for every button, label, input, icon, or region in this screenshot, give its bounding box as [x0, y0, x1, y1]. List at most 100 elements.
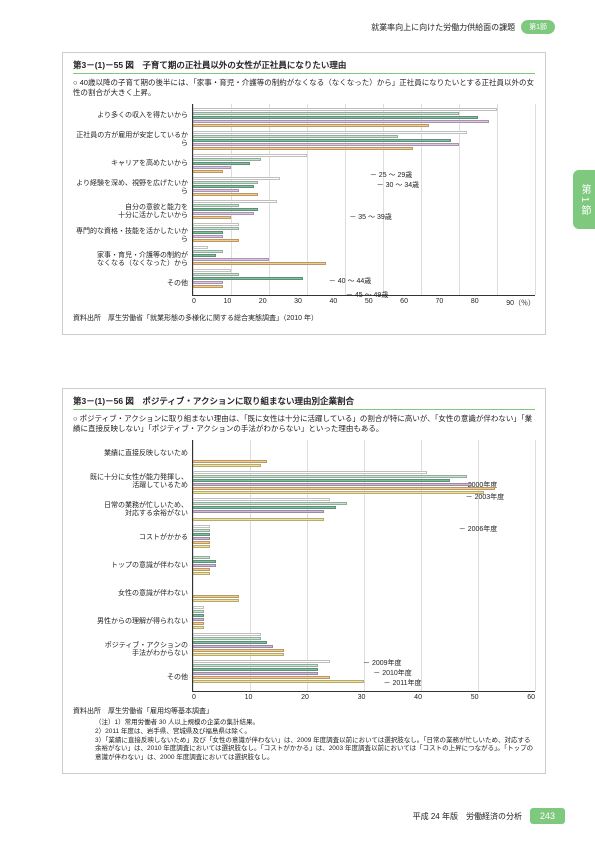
figure-56-source: 資料出所 厚生労働省「雇用均等基本調査」	[73, 707, 535, 717]
category-label: キャリアを高めたいから	[73, 152, 188, 176]
bar-group	[193, 200, 535, 219]
bar	[193, 568, 210, 571]
bar	[193, 170, 223, 173]
bar	[193, 525, 210, 528]
bar-group	[193, 633, 535, 656]
bar	[193, 235, 223, 238]
header-section-tab: 第1節	[521, 20, 555, 34]
figure-56-notes: （注）1）常用労働者 30 人以上規模の企業の集計結果。2）2011 年度は、岩…	[73, 719, 535, 763]
bar-group	[193, 131, 535, 150]
bar	[193, 239, 239, 242]
figure-56-panel: 第3－(1)－56 図 ポジティブ・アクションに取り組まない理由別企業割合 ポジ…	[62, 388, 546, 774]
category-label: より経験を深め、視野を広げたいから	[73, 176, 188, 200]
bar	[193, 491, 484, 494]
bar	[193, 672, 318, 675]
category-label: コストがかかる	[73, 524, 188, 552]
xaxis-tick: 40	[414, 694, 422, 701]
bar	[193, 537, 210, 540]
bar	[193, 595, 239, 598]
header-title: 就業率向上に向けた労働力供給面の課題	[371, 22, 515, 33]
bar	[193, 475, 467, 478]
legend-item: 45 ～ 49歳	[347, 290, 388, 300]
category-label: 家事・育児・介護等の制約が なくなる（なくなった）から	[73, 248, 188, 272]
bar	[193, 622, 204, 625]
bar	[193, 668, 318, 671]
bar	[193, 200, 277, 203]
xaxis-tick: 20	[259, 298, 267, 308]
figure-55-source: 資料出所 厚生労働省「就業形態の多様化に関する総合実態調査」（2010 年）	[73, 314, 535, 324]
bar	[193, 606, 204, 609]
note-line: 2）2011 年度は、岩手県、宮城県及び福島県は除く。	[95, 728, 535, 737]
category-label: 日常の業務が忙しいため、 対応する余裕がない	[73, 496, 188, 524]
bar	[193, 162, 250, 165]
bar	[193, 556, 210, 559]
xaxis-tick: 60	[527, 694, 535, 701]
xaxis-tick: 40	[329, 298, 337, 308]
category-label: 正社員の方が雇用が安定しているから	[73, 128, 188, 152]
figure-55-title: 第3－(1)－55 図 子育て期の正社員以外の女性が正社員になりたい理由	[73, 59, 535, 74]
bar	[193, 108, 497, 111]
figure-55-bars	[193, 104, 535, 288]
bar	[193, 641, 267, 644]
category-label: 男性からの理解が得られない	[73, 608, 188, 636]
bar	[193, 518, 324, 521]
bar	[193, 204, 239, 207]
figure-55-plot: 25 ～ 29歳30 ～ 34歳35 ～ 39歳40 ～ 44歳45 ～ 49歳	[192, 104, 535, 296]
xaxis-tick: 0	[192, 298, 196, 308]
bar	[193, 208, 258, 211]
xaxis-tick: 10	[223, 298, 231, 308]
bar	[193, 189, 239, 192]
bar	[193, 112, 459, 115]
bar-group	[193, 606, 535, 629]
xaxis-tick: 30	[358, 694, 366, 701]
page-header: 就業率向上に向けた労働力供給面の課題 第1節	[371, 20, 555, 34]
bar-group	[193, 579, 535, 602]
bar-group	[193, 154, 535, 173]
xaxis-tick: 0	[192, 694, 196, 701]
bar	[193, 487, 495, 490]
bar	[193, 676, 330, 679]
category-label: その他	[73, 272, 188, 296]
xaxis-tick: 90（％）	[506, 298, 535, 308]
bar	[193, 154, 307, 157]
bar	[193, 216, 231, 219]
category-label: 業績に直接反映しないため	[73, 440, 188, 468]
category-label: その他	[73, 664, 188, 692]
bar	[193, 223, 239, 226]
bar	[193, 510, 324, 513]
bar	[193, 506, 336, 509]
figure-56-ylabels: 業績に直接反映しないため既に十分に女性が能力発揮し、 活躍しているため日常の業務…	[73, 440, 188, 692]
xaxis-tick: 10	[245, 694, 253, 701]
bar	[193, 158, 261, 161]
bar	[193, 653, 284, 656]
bar	[193, 212, 254, 215]
figure-55-subtitle: 40歳以降の子育て期の後半には、「家事・育児・介護等の制約がなくなる（なくなった…	[73, 78, 535, 98]
bar	[193, 116, 478, 119]
bar	[193, 599, 239, 602]
category-label: 自分の意欲と能力を 十分に活かしたいから	[73, 200, 188, 224]
bar	[193, 545, 210, 548]
bar	[193, 541, 210, 544]
category-label: トップの意識が伴わない	[73, 552, 188, 580]
bar	[193, 143, 459, 146]
bar	[193, 610, 204, 613]
bar	[193, 269, 231, 272]
bar	[193, 664, 318, 667]
bar	[193, 680, 364, 683]
page-number: 243	[530, 808, 565, 824]
bar	[193, 529, 210, 532]
bar	[193, 124, 429, 127]
bar	[193, 227, 239, 230]
bar	[193, 147, 413, 150]
bar-group	[193, 498, 535, 521]
page-footer: 平成 24 年版 労働経済の分析 243	[413, 808, 565, 824]
bar	[193, 246, 208, 249]
bar	[193, 471, 427, 474]
bar-group	[193, 525, 535, 548]
bar	[193, 660, 330, 663]
figure-55-chart: より多くの収入を得たいから正社員の方が雇用が安定しているからキャリアを高めたいか…	[73, 104, 535, 296]
xaxis-tick: 20	[301, 694, 309, 701]
bar-group	[193, 552, 535, 575]
bar	[193, 618, 204, 621]
note-line: 3）「業績に直接反映しないため」及び「女性の意識が伴わない」は、2009 年度調…	[95, 737, 535, 763]
